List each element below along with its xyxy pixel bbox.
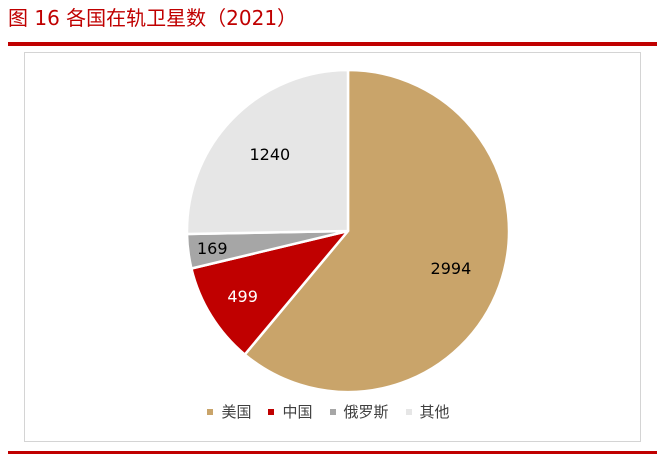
pie-slices [185,68,511,394]
data-label-4: 1240 [250,145,291,164]
legend-item-2: 中国 [268,401,313,422]
legend-swatch-3 [329,408,336,415]
legend-swatch-1 [207,408,214,415]
pie-slice-1 [243,68,511,394]
legend-item-4: 其他 [405,401,450,422]
pie-slice-2 [190,229,350,356]
pie-data-labels: 2994 499 169 1240 [197,145,471,306]
chart-legend: 美国 中国 俄罗斯 其他 [0,401,657,422]
legend-label-4: 其他 [419,403,450,421]
figure-title: 图 16 各国在轨卫星数（2021） [8,6,298,30]
legend-item-3: 俄罗斯 [329,401,389,422]
data-label-1: 2994 [431,259,472,278]
legend-label-3: 俄罗斯 [343,403,389,421]
data-label-2: 499 [227,287,258,306]
title-rule [8,42,657,46]
legend-label-2: 中国 [282,403,313,421]
legend-label-1: 美国 [221,403,252,421]
legend-swatch-2 [268,408,275,415]
legend-item-1: 美国 [207,401,251,422]
pie-slice-4 [185,68,350,236]
legend-swatch-4 [405,408,412,415]
bottom-rule [8,451,657,454]
data-label-3: 169 [197,239,228,258]
